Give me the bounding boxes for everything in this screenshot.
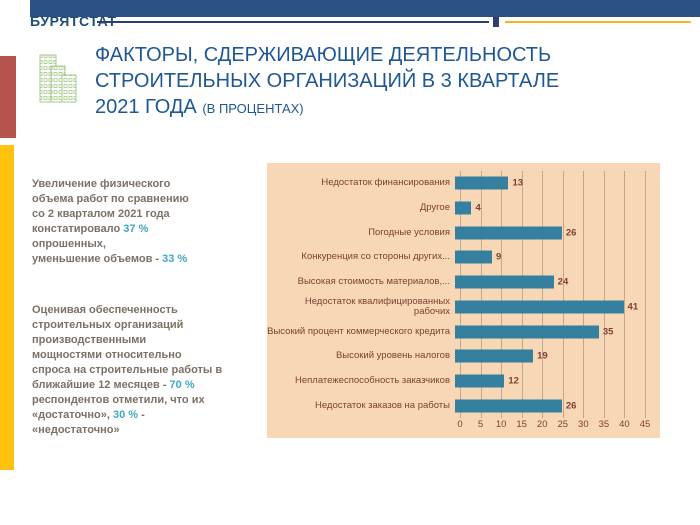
chart-row: Конкуренция со стороны других... 9 — [267, 245, 645, 270]
row-plot: 35 — [455, 319, 640, 344]
page-title: ФАКТОРЫ, СДЕРЖИВАЮЩИЕ ДЕЯТЕЛЬНОСТЬ СТРОИ… — [95, 42, 675, 122]
chart-row: Недостаток квалифицированных рабочих 41 — [267, 295, 645, 320]
header-rule-gold — [505, 21, 691, 23]
title-units: (В ПРОЦЕНТАХ) — [202, 101, 304, 116]
category-label: Конкуренция со стороны других... — [301, 251, 450, 263]
note-text: Оценивая обеспеченность строительных орг… — [32, 304, 223, 391]
chart-row: Неплатежеспособность заказчиков 12 — [267, 369, 645, 394]
gridline — [583, 171, 585, 418]
row-plot: 19 — [455, 344, 640, 369]
chart-row: Недостаток финансирования 13 — [267, 171, 645, 196]
value-label: 19 — [537, 350, 548, 362]
x-tick-label: 45 — [639, 419, 651, 430]
category-label: Высокий уровень налогов — [335, 350, 450, 362]
note-text: респондентов отметили, что их «достаточн… — [32, 394, 205, 421]
x-tick-label: 10 — [495, 419, 507, 430]
chart-x-axis: 0 5 10 15 20 25 30 35 40 45 — [457, 419, 650, 433]
header-rule-navy — [97, 21, 489, 23]
category-label: Высокая стоимость материалов,... — [297, 276, 450, 288]
title-line-2: СТРОИТЕЛЬНЫХ ОРГАНИЗАЦИЙ В 3 КВАРТАЛЕ — [95, 70, 560, 92]
chart-row: Высокая стоимость материалов,... 24 — [267, 270, 645, 295]
chart-row: Высокий процент коммерческого кредита 35 — [267, 319, 645, 344]
gridline — [521, 171, 523, 418]
row-plot: 26 — [455, 393, 640, 418]
chart-gridlines — [460, 171, 646, 418]
value-label: 4 — [475, 202, 481, 214]
value-label: 41 — [627, 301, 639, 313]
bar — [455, 250, 492, 264]
x-tick-label: 25 — [557, 419, 569, 430]
gridline — [603, 171, 605, 418]
row-plot: 24 — [455, 270, 640, 295]
category-label: Высокий процент коммерческого кредита — [267, 325, 450, 337]
chart-row: Высокий уровень налогов 19 — [267, 344, 645, 369]
brand-name: БУРЯТСТАТ — [30, 13, 117, 29]
x-tick-label: 35 — [598, 419, 610, 430]
note-text: опрошенных, уменьшение объемов - — [32, 238, 160, 265]
note-highlight-value: 30 % — [112, 409, 139, 421]
value-label: 9 — [496, 251, 502, 263]
value-label: 24 — [557, 276, 569, 288]
header-bar — [30, 0, 700, 17]
bar — [455, 300, 624, 314]
value-label: 26 — [565, 227, 577, 239]
bar — [455, 349, 534, 363]
chart-row: Другое 4 — [267, 196, 645, 221]
gridline — [624, 171, 626, 418]
chart-row: Недостаток заказов на работы 26 — [267, 393, 645, 418]
x-tick-label: 0 — [457, 419, 463, 430]
title-line-3: 2021 ГОДА — [95, 96, 197, 118]
note-highlight-value: 37 % — [123, 223, 149, 235]
category-label: Погодные условия — [368, 226, 450, 238]
value-label: 13 — [512, 177, 524, 189]
bar — [455, 325, 599, 339]
bar-chart: Недостаток финансирования 13 Другое 4 Погодн… — [267, 163, 660, 438]
row-plot: 13 — [455, 171, 640, 196]
x-tick-label: 15 — [516, 419, 527, 430]
bar — [455, 399, 562, 413]
x-tick-label: 30 — [578, 419, 589, 430]
left-accent-yellow — [0, 145, 14, 470]
x-tick-label: 20 — [536, 419, 548, 430]
bar — [455, 275, 554, 289]
gridline — [562, 171, 564, 418]
row-plot: 12 — [455, 369, 640, 394]
row-plot: 4 — [455, 196, 640, 221]
note-capacity: Оценивая обеспеченность строительных орг… — [32, 303, 257, 438]
value-label: 35 — [602, 326, 614, 338]
row-plot: 26 — [455, 220, 640, 245]
note-highlight-value: 33 % — [162, 253, 188, 265]
bar — [455, 176, 509, 190]
buildings-icon — [38, 53, 78, 105]
category-label: Недостаток заказов на работы — [315, 399, 450, 411]
bar — [455, 201, 472, 215]
note-volume: Увеличение физического объема работ по с… — [32, 177, 257, 267]
note-text: Увеличение физического объема работ по с… — [32, 178, 189, 235]
chart-rows: Недостаток финансирования 13 Другое 4 Погодн… — [267, 171, 645, 418]
title-line-1: ФАКТОРЫ, СДЕРЖИВАЮЩИЕ ДЕЯТЕЛЬНОСТЬ — [95, 44, 552, 66]
row-plot: 41 — [455, 295, 640, 320]
gridline — [501, 171, 503, 418]
bar — [455, 374, 505, 388]
x-tick-label: 5 — [477, 419, 484, 430]
value-label: 12 — [508, 375, 519, 387]
gridline — [480, 171, 482, 418]
chart-row: Погодные условия 26 — [267, 220, 645, 245]
value-label: 26 — [565, 400, 577, 412]
gridline — [645, 171, 646, 418]
gridline — [460, 171, 461, 418]
note-highlight-value: 70 % — [169, 379, 195, 391]
gridline — [542, 171, 544, 418]
category-label: Другое — [419, 202, 450, 214]
category-label: Недостаток квалифицированных рабочих — [304, 295, 450, 317]
x-tick-label: 40 — [619, 419, 630, 430]
bar — [455, 226, 562, 240]
row-plot: 9 — [455, 245, 640, 270]
header-rule-square — [493, 17, 499, 27]
category-label: Неплатежеспособность заказчиков — [294, 374, 450, 386]
left-accent-red — [0, 56, 16, 138]
category-label: Недостаток финансирования — [321, 177, 450, 189]
note-text: - «недостаточно» — [32, 409, 145, 436]
